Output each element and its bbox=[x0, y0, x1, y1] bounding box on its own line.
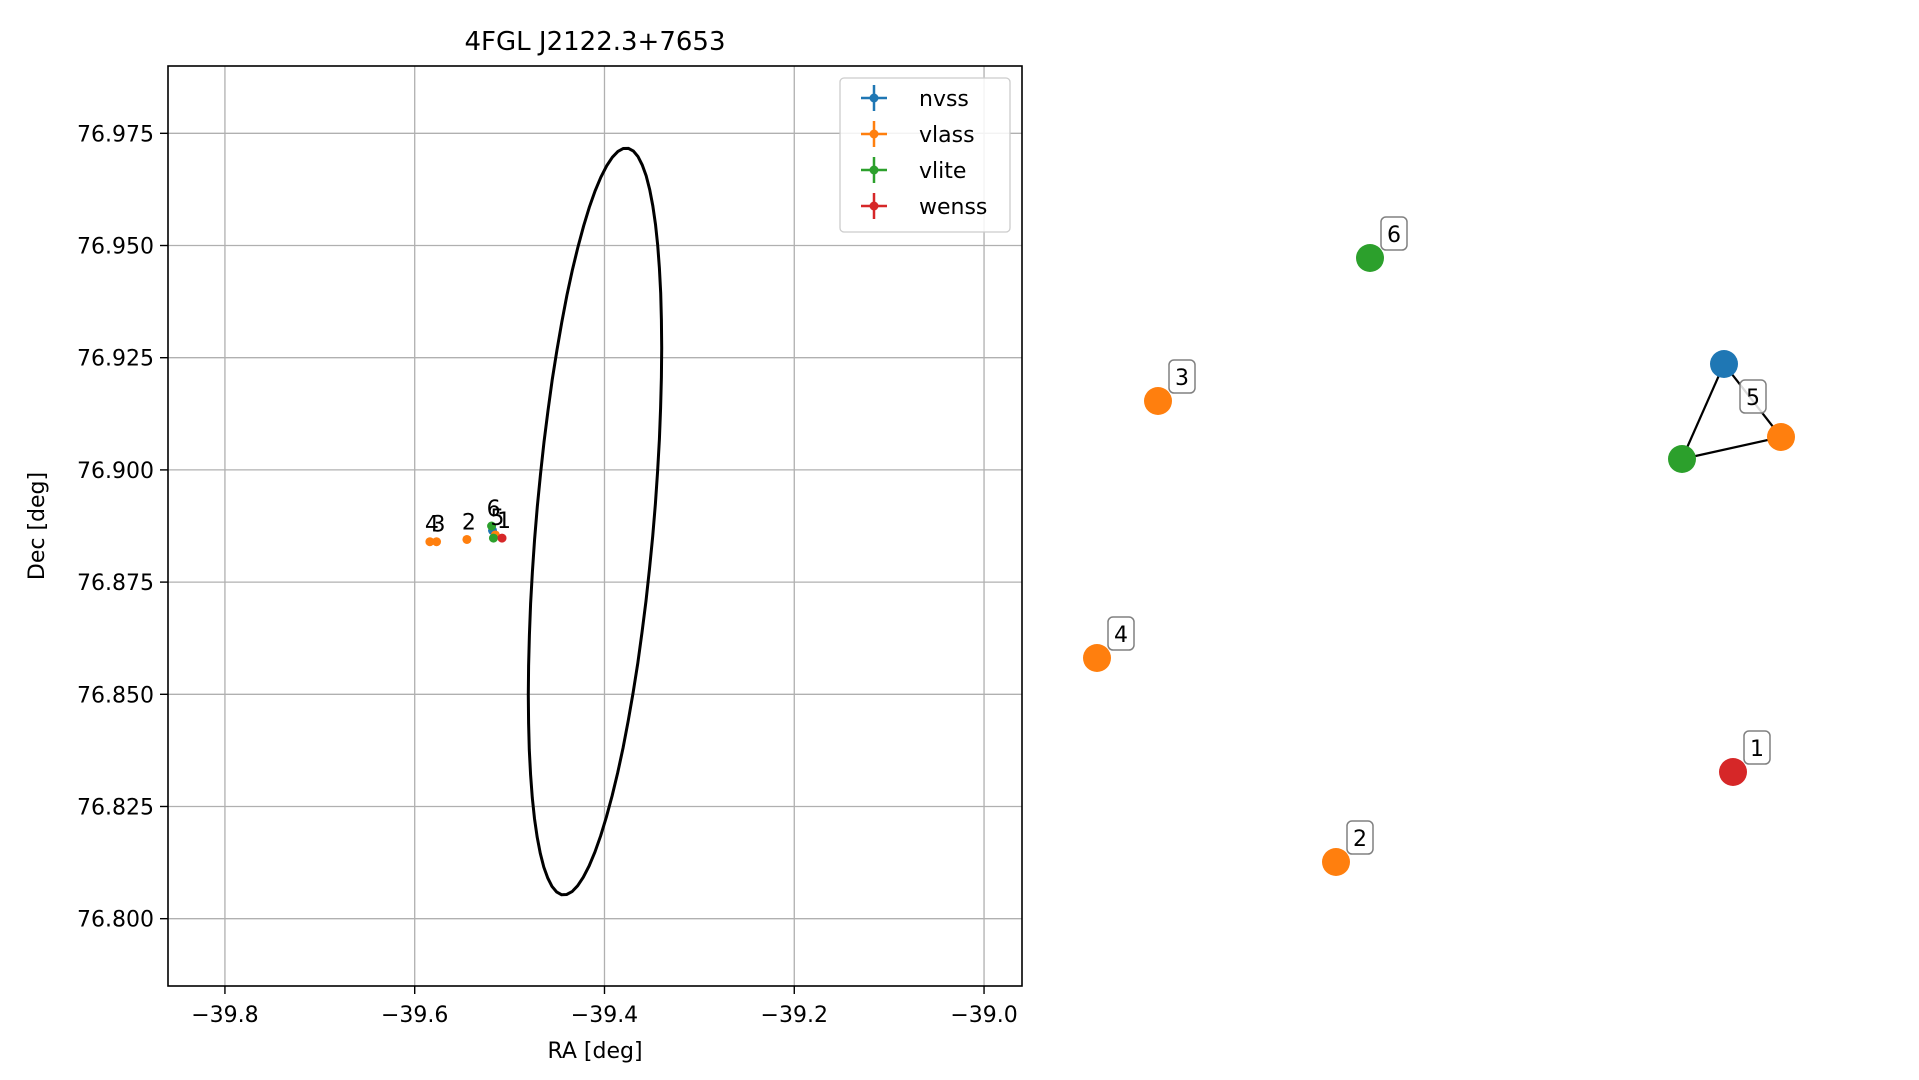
data-point-vlass bbox=[462, 534, 472, 544]
network-edge bbox=[1681, 435, 1782, 461]
uncertainty-ellipse-group bbox=[526, 146, 664, 897]
data-point-vlite bbox=[487, 521, 497, 531]
chart-title: 4FGL J2122.3+7653 bbox=[465, 27, 726, 57]
x-tick-label: −39.8 bbox=[191, 1003, 258, 1028]
point-label: 1 bbox=[497, 509, 511, 534]
network-node bbox=[1710, 350, 1738, 378]
label-box bbox=[1107, 616, 1135, 651]
network-node bbox=[1144, 387, 1172, 415]
legend-item-wenss: wenss bbox=[861, 193, 987, 220]
y-tick-label: 76.900 bbox=[77, 459, 154, 484]
x-tick-label: −39.2 bbox=[761, 1003, 828, 1028]
y-tick-label: 76.925 bbox=[77, 347, 154, 372]
legend-box bbox=[839, 77, 1011, 233]
data-point-vlass bbox=[432, 537, 442, 547]
network-node-label: 2 bbox=[1346, 820, 1374, 855]
label-text: 1 bbox=[1750, 737, 1764, 762]
legend-marker-dot bbox=[869, 165, 879, 175]
label-text: 4 bbox=[1114, 623, 1128, 648]
label-text: 5 bbox=[1746, 386, 1760, 411]
network-node-labels: 6 3 5 4 1 2 bbox=[1107, 216, 1771, 855]
uncertainty-ellipse bbox=[526, 146, 664, 897]
y-tick-label: 76.950 bbox=[77, 235, 154, 260]
network-nodes bbox=[1083, 244, 1795, 876]
data-point-vlass bbox=[425, 537, 435, 547]
legend-item-vlite: vlite bbox=[861, 157, 966, 184]
label-box bbox=[1346, 820, 1374, 855]
label-box bbox=[1739, 379, 1767, 414]
y-tick-label: 76.825 bbox=[77, 795, 154, 820]
y-tick-label: 76.800 bbox=[77, 908, 154, 933]
point-label: 3 bbox=[432, 513, 446, 538]
label-text: 6 bbox=[1387, 223, 1401, 248]
network-node bbox=[1668, 445, 1696, 473]
legend-label: vlite bbox=[919, 159, 966, 184]
network-node bbox=[1322, 848, 1350, 876]
y-tick-label: 76.875 bbox=[77, 571, 154, 596]
plot-frame bbox=[167, 65, 1023, 987]
network-node-label: 3 bbox=[1168, 359, 1196, 394]
point-label: 6 bbox=[487, 497, 501, 522]
point-label: 4 bbox=[425, 513, 439, 538]
data-point-wenss bbox=[497, 533, 507, 543]
network-node bbox=[1767, 423, 1795, 451]
legend-marker-dot bbox=[869, 129, 879, 139]
legend: nvss vlass vlite wenss bbox=[839, 77, 1011, 233]
x-axis: −39.8 −39.6 −39.4 −39.2 −39.0 bbox=[191, 986, 1018, 1028]
x-tick-label: −39.0 bbox=[950, 1003, 1017, 1028]
x-tick-label: −39.4 bbox=[571, 1003, 638, 1028]
network-edges bbox=[1680, 363, 1782, 461]
y-tick-label: 76.975 bbox=[77, 122, 154, 147]
network-node-label: 4 bbox=[1107, 616, 1135, 651]
network-node-label: 1 bbox=[1743, 730, 1771, 765]
label-text: 2 bbox=[1353, 827, 1367, 852]
y-axis-label: Dec [deg] bbox=[25, 472, 50, 580]
network-node bbox=[1719, 758, 1747, 786]
network-node-label: 6 bbox=[1380, 216, 1408, 251]
legend-label: wenss bbox=[919, 195, 987, 220]
network-node bbox=[1083, 644, 1111, 672]
point-label: 2 bbox=[462, 510, 476, 535]
label-text: 3 bbox=[1175, 366, 1189, 391]
data-points bbox=[425, 521, 507, 547]
network-node bbox=[1356, 244, 1384, 272]
point-labels: 234 561 bbox=[425, 497, 511, 538]
point-label: 5 bbox=[490, 506, 504, 531]
legend-item-nvss: nvss bbox=[861, 85, 969, 112]
y-tick-label: 76.850 bbox=[77, 683, 154, 708]
legend-marker-dot bbox=[869, 201, 879, 211]
x-axis-label: RA [deg] bbox=[547, 1039, 642, 1064]
data-point-vlite bbox=[488, 533, 498, 543]
label-box bbox=[1743, 730, 1771, 765]
network-edge bbox=[1680, 363, 1726, 460]
y-axis: 76.800 76.825 76.850 76.875 76.900 76.925 76.9… bbox=[77, 122, 168, 933]
x-tick-label: −39.6 bbox=[381, 1003, 448, 1028]
network-node-label: 5 bbox=[1739, 379, 1767, 414]
legend-label: vlass bbox=[919, 123, 975, 148]
label-box bbox=[1168, 359, 1196, 394]
legend-label: nvss bbox=[919, 87, 969, 112]
legend-item-vlass: vlass bbox=[861, 121, 975, 148]
legend-marker-dot bbox=[869, 93, 879, 103]
label-box bbox=[1380, 216, 1408, 251]
